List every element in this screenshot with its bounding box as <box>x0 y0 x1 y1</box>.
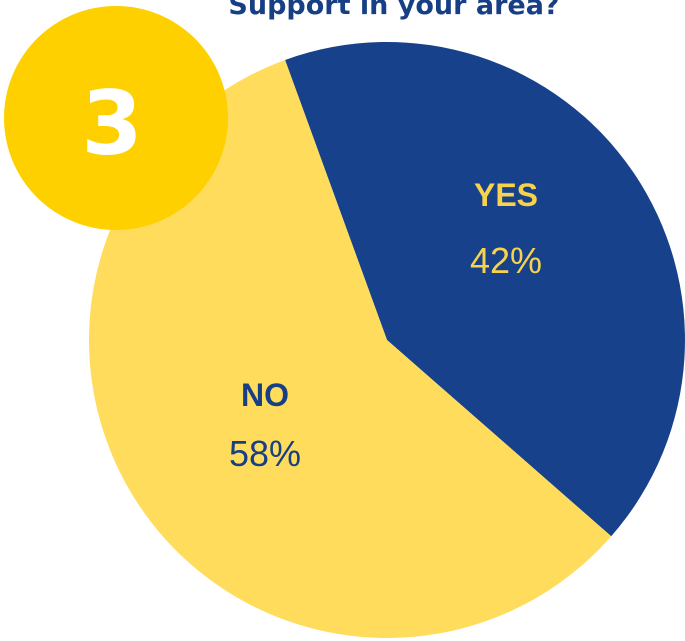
chart-title: Support in your area? <box>228 0 559 21</box>
pie-slice-no-label: NO <box>241 377 289 413</box>
pie-chart: YES 42% NO 58% <box>88 42 685 638</box>
number-badge: 3 <box>4 6 228 230</box>
pie-slice-yes-label: YES <box>474 177 538 213</box>
badge-number: 3 <box>81 72 142 175</box>
pie-slice-yes-value: 42% <box>470 240 542 281</box>
pie-slice-no <box>88 59 612 638</box>
number-badge-circle <box>4 6 228 230</box>
pie-slice-no-value: 58% <box>229 433 301 474</box>
pie-slice-yes <box>285 42 685 537</box>
